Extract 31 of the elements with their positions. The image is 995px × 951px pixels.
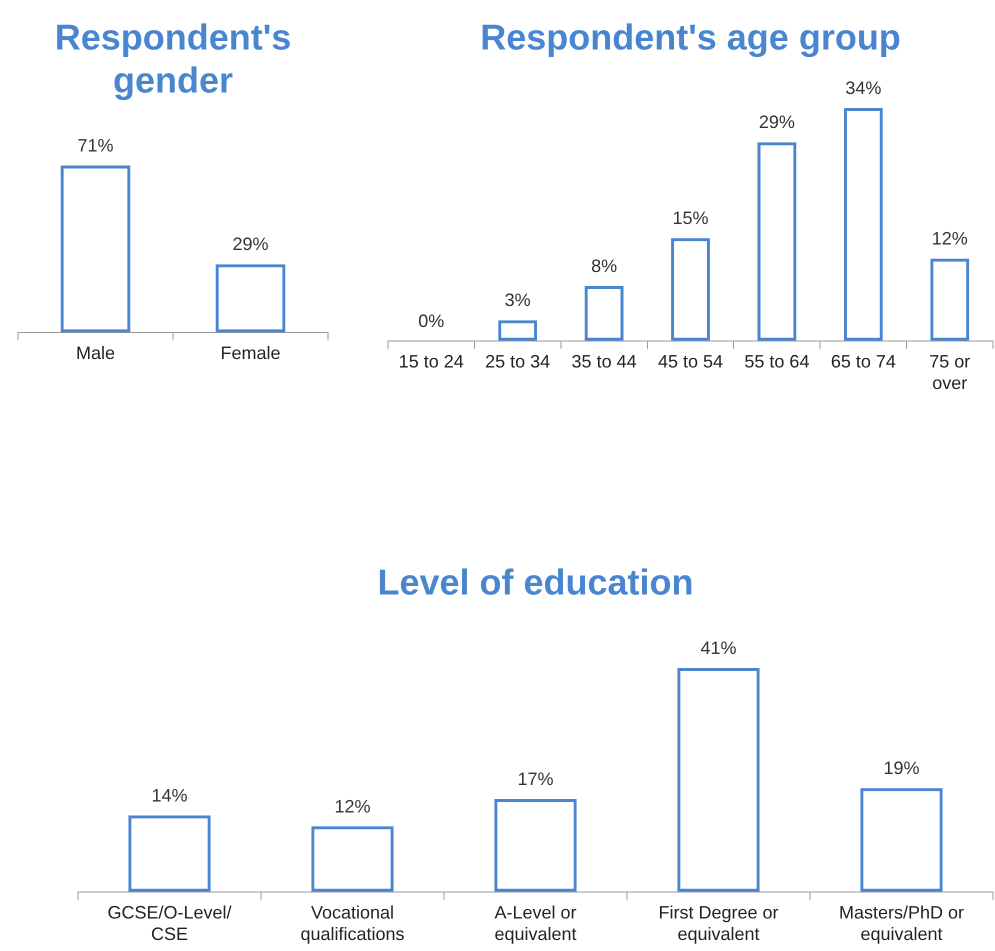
data-label: 29% bbox=[232, 234, 269, 254]
x-tick-label: 45 to 54 bbox=[658, 352, 724, 372]
x-tick-label: Male bbox=[76, 343, 116, 364]
data-label: 14% bbox=[151, 785, 188, 806]
data-label: 17% bbox=[517, 768, 554, 789]
data-label: 12% bbox=[932, 228, 968, 249]
chart-title: Respondent's gender bbox=[54, 16, 292, 101]
x-tick-label: 75 or over bbox=[929, 352, 970, 394]
x-tick-label: A-Level or equivalent bbox=[494, 902, 577, 944]
data-label: 0% bbox=[418, 310, 444, 331]
x-tick-label: 35 to 44 bbox=[572, 352, 637, 372]
x-tick-label: 15 to 24 bbox=[398, 352, 464, 372]
x-tick-label: Masters/PhD or equivalent bbox=[838, 902, 964, 944]
data-label: 8% bbox=[591, 256, 618, 276]
x-tick-label: First Degree or equivalent bbox=[658, 902, 779, 944]
data-label: 3% bbox=[504, 290, 531, 310]
chart-title: Level of education bbox=[377, 562, 694, 603]
x-tick-label: 65 to 74 bbox=[830, 352, 896, 372]
data-label: 41% bbox=[700, 638, 737, 658]
data-label: 19% bbox=[883, 758, 920, 778]
x-tick-label: Female bbox=[220, 343, 281, 364]
data-label: 34% bbox=[845, 78, 882, 98]
data-label: 29% bbox=[758, 112, 795, 132]
chart-title: Respondent's age group bbox=[480, 16, 901, 58]
data-label: 15% bbox=[672, 208, 709, 228]
x-tick-label: 55 to 64 bbox=[744, 352, 810, 372]
x-tick-label: GCSE/O-Level/CSE bbox=[107, 902, 232, 944]
data-label: 12% bbox=[334, 796, 371, 816]
data-label: 71% bbox=[77, 136, 114, 156]
x-tick-label: 25 to 34 bbox=[485, 352, 550, 372]
x-tick-label: Vocational qualifications bbox=[300, 902, 405, 944]
